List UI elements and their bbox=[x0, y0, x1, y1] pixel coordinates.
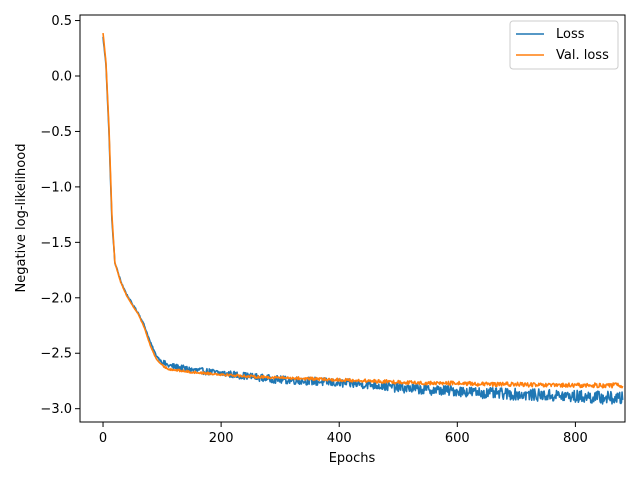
y-tick-label: −2.5 bbox=[40, 347, 72, 362]
legend-label-loss: Loss bbox=[556, 27, 585, 42]
series-lines bbox=[102, 33, 624, 405]
y-tick-label: −3.0 bbox=[40, 402, 72, 417]
legend: Loss Val. loss bbox=[509, 20, 619, 70]
series-line-val-loss bbox=[102, 33, 624, 389]
axes-frame bbox=[79, 14, 626, 423]
plot-area bbox=[79, 14, 626, 423]
legend-box bbox=[509, 20, 619, 70]
x-tick-label: 0 bbox=[99, 431, 107, 446]
y-tick-label: −1.5 bbox=[40, 236, 72, 251]
y-axis-label: Negative log-likelihood bbox=[14, 144, 29, 293]
y-tick-label: −1.0 bbox=[40, 180, 72, 195]
x-axis-label: Epochs bbox=[329, 451, 376, 466]
x-tick-label: 400 bbox=[327, 431, 352, 446]
x-tick-label: 800 bbox=[563, 431, 588, 446]
x-tick-label: 600 bbox=[445, 431, 470, 446]
x-axis-ticks: 0 200 400 600 800 bbox=[99, 422, 588, 446]
x-tick-label: 200 bbox=[209, 431, 234, 446]
y-tick-label: 0.5 bbox=[51, 14, 72, 29]
y-tick-label: −0.5 bbox=[40, 125, 72, 140]
legend-label-val-loss: Val. loss bbox=[556, 48, 609, 63]
y-axis-ticks: 0.5 0.0 −0.5 −1.0 −1.5 −2.0 −2.5 −3.0 bbox=[40, 14, 80, 417]
series-line-loss bbox=[102, 36, 624, 405]
y-tick-label: −2.0 bbox=[40, 291, 72, 306]
y-tick-label: 0.0 bbox=[51, 69, 72, 84]
